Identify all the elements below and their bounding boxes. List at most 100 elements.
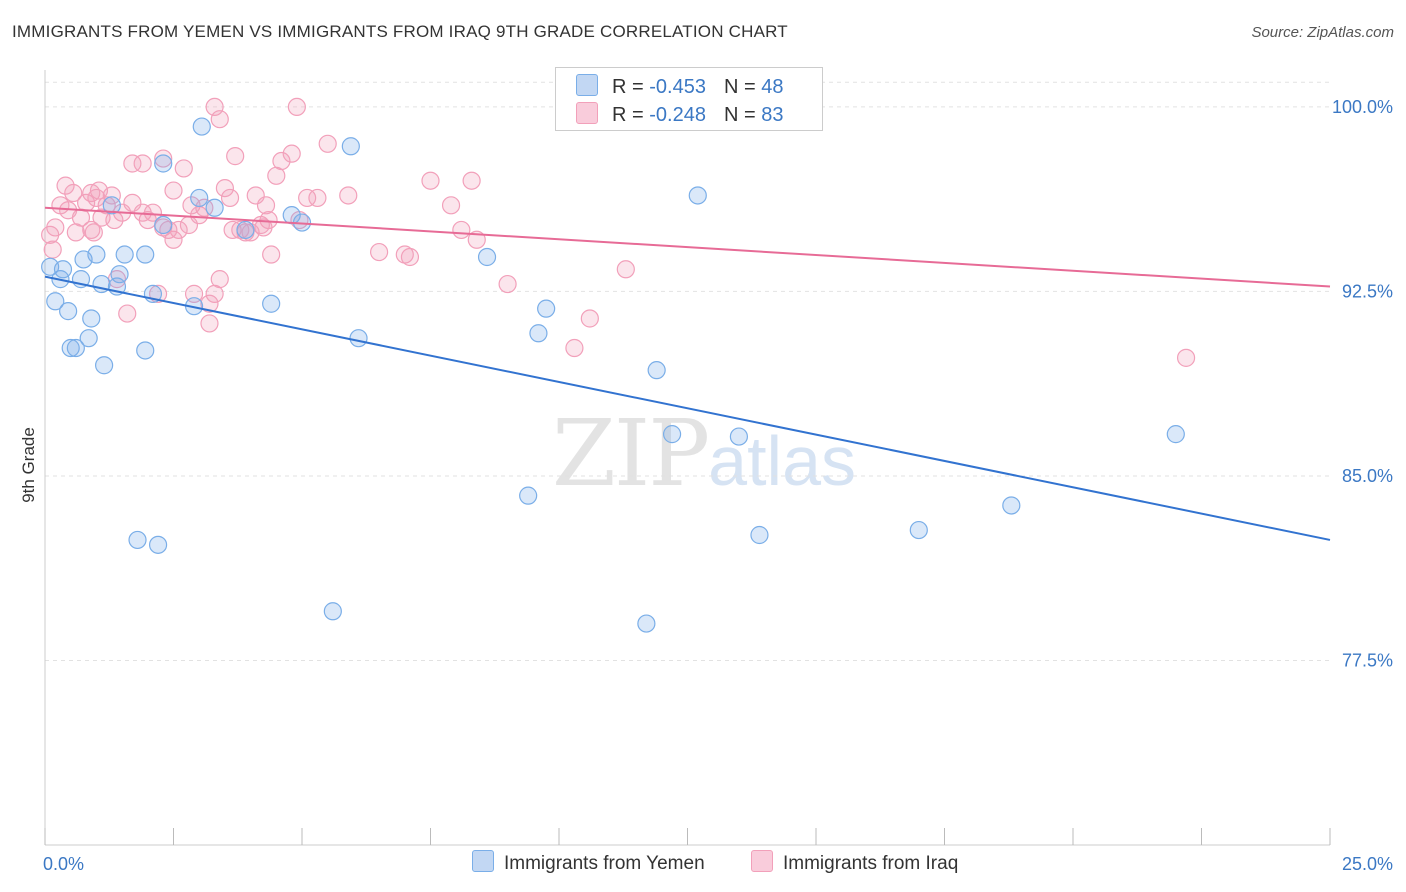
chart-title: IMMIGRANTS FROM YEMEN VS IMMIGRANTS FROM… [12,22,788,41]
yemen-points [41,117,1185,633]
yemen-point [205,198,224,217]
iraq-r-value: -0.248 [649,104,706,126]
trend-lines [44,206,1331,541]
iraq-trend-line [44,206,1331,288]
watermark-atlas: atlas [708,422,857,500]
iraq-point [462,171,481,190]
bottom-legend-iraq: Immigrants from Iraq [751,850,958,875]
yemen-point [236,220,255,240]
yemen-point [110,265,129,284]
iraq-points [41,97,1196,367]
iraq-point [56,176,75,195]
iraq-point [123,154,142,173]
source-label: Source: ZipAtlas.com [1251,24,1394,41]
iraq-point [200,314,219,333]
iraq-point [154,149,173,168]
iraq-swatch-icon [576,102,598,124]
iraq-point [400,247,420,267]
x-tick-label: 0.0% [43,854,84,874]
tick-labels: 77.5% 85.0% 92.5% 100.0% 0.0% 25.0% [43,97,1393,874]
yemen-point [59,302,78,321]
watermark-zip: ZIP [552,400,710,507]
iraq-point [452,220,471,240]
yemen-n-label: N = [723,76,762,98]
iraq-legend-swatch-icon [751,850,773,872]
iraq-point [370,242,389,262]
yemen-point [519,486,538,505]
iraq-legend-label: Immigrants from Iraq [783,853,959,874]
iraq-point [298,188,317,208]
yemen-point [190,188,209,208]
yemen-trend-line [44,275,1331,541]
iraq-point [441,196,461,215]
bottom-legend-yemen: Immigrants from Yemen [472,850,705,875]
y-tick-label: 77.5% [1342,650,1393,670]
yemen-point [647,361,666,380]
iraq-point [308,188,327,208]
yemen-point [323,602,342,621]
iraq-point [467,230,486,249]
yemen-point [136,245,155,264]
yemen-r-label: R = [612,76,650,98]
iraq-point [226,147,245,166]
y-axis-label: 9th Grade [19,427,38,503]
yemen-point [128,530,147,550]
iraq-point [77,193,96,212]
iraq-point [220,188,240,208]
yemen-point [750,525,769,545]
iraq-point [215,178,234,198]
yemen-point [662,425,682,444]
iraq-point [287,97,306,117]
yemen-point [688,186,707,205]
yemen-point [115,245,134,264]
iraq-point [143,203,163,222]
yemen-point [79,329,98,348]
iraq-point [272,151,291,171]
yemen-point [192,117,211,136]
grid-lines [45,81,1330,661]
iraq-point [84,223,103,242]
iraq-r-label: R = [612,104,650,126]
yemen-point [87,245,106,264]
watermark: ZIPatlas [552,400,856,507]
iraq-point [164,230,183,249]
iraq-point [565,338,584,358]
iraq-point [256,196,276,215]
iraq-point [339,186,358,205]
iraq-point [133,154,152,173]
iraq-point [102,186,121,205]
iraq-point [580,309,599,328]
yemen-point [1166,425,1185,444]
yemen-point [148,535,168,554]
yemen-point [53,260,73,279]
axes [44,70,1331,846]
iraq-point [195,198,214,217]
y-tick-label: 92.5% [1342,281,1393,301]
yemen-point [909,520,928,540]
iraq-point [82,220,101,240]
yemen-swatch-icon [576,74,598,96]
iraq-n-label: N = [723,104,762,126]
iraq-point [1176,348,1196,367]
legend-row-iraq: R = -0.248 N = 83 [576,102,783,130]
iraq-point [421,171,440,190]
x-tick-label: 25.0% [1342,854,1393,874]
iraq-point [210,110,229,129]
iraq-point [87,188,106,208]
y-tick-label: 85.0% [1342,466,1393,486]
iraq-point [43,240,62,259]
iraq-point [282,144,301,163]
yemen-point [95,356,114,375]
iraq-point [498,274,517,294]
yemen-point [729,427,749,446]
yemen-n-value: 48 [761,76,784,98]
yemen-point [1002,496,1021,515]
stats-legend: R = -0.453 N = 48 R = -0.248 N = 83 [555,67,823,131]
yemen-point [477,247,497,267]
iraq-point [200,294,219,313]
iraq-point [64,183,83,203]
yemen-point [349,329,368,348]
iraq-point [184,284,204,303]
yemen-point [61,338,80,358]
